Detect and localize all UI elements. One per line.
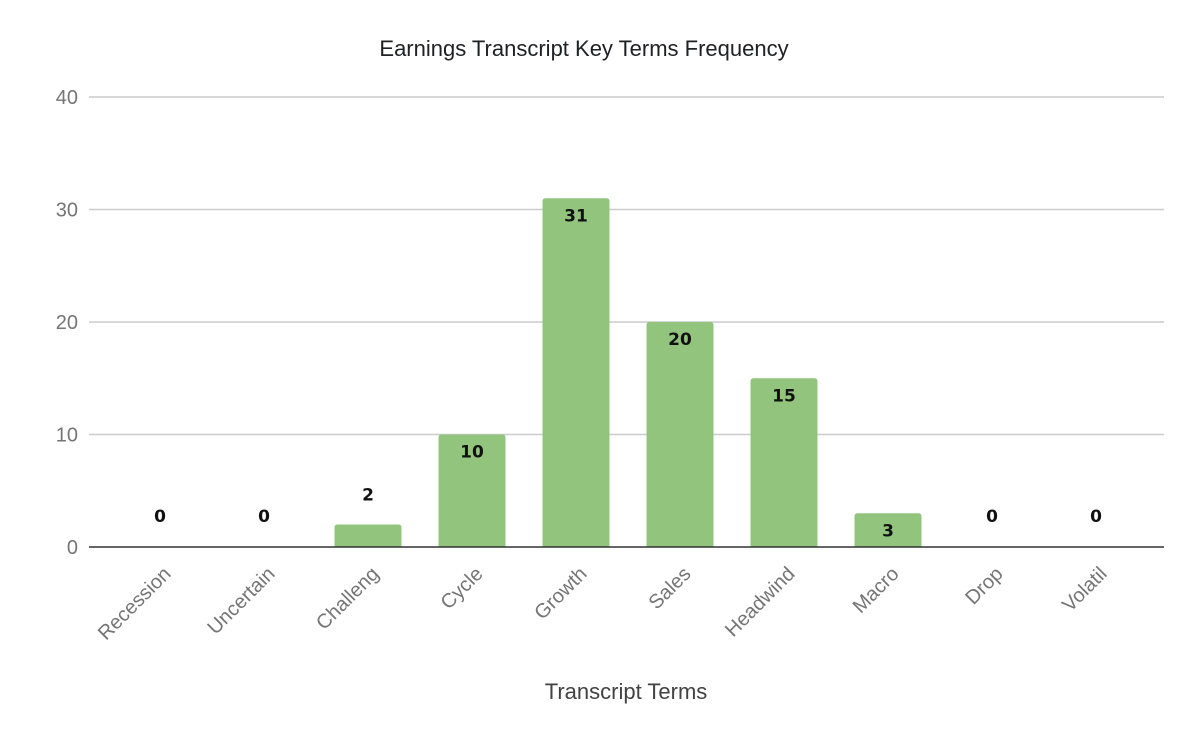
data-label: 10 <box>460 443 484 463</box>
x-axis-label: Transcript Terms <box>545 679 708 704</box>
x-tick-label: Growth <box>530 563 591 624</box>
y-axis-ticks: 0 10 20 30 40 <box>56 87 78 559</box>
y-tick-label: 20 <box>56 312 78 334</box>
data-label: 3 <box>882 521 894 541</box>
y-tick-label: 0 <box>67 537 78 559</box>
x-tick-label: Recession <box>94 563 176 645</box>
y-tick-label: 10 <box>56 425 78 447</box>
x-tick-label: Sales <box>645 563 696 614</box>
bar-macro <box>854 513 922 547</box>
chart-title: Earnings Transcript Key Terms Frequency <box>379 36 788 61</box>
data-label: 0 <box>986 507 998 527</box>
data-label: 0 <box>258 507 270 527</box>
x-tick-label: Uncertain <box>203 563 279 639</box>
bars <box>334 198 922 547</box>
x-tick-label: Headwind <box>721 563 799 641</box>
bar-growth <box>542 198 610 547</box>
x-tick-label: Cycle <box>437 563 488 614</box>
x-tick-label: Volatil <box>1058 563 1111 616</box>
data-label: 2 <box>362 486 374 506</box>
x-tick-label: Macro <box>849 563 904 618</box>
bar-cycle <box>438 434 506 547</box>
x-axis-ticks: Recession Uncertain Challeng Cycle Growth Sal… <box>94 563 1112 645</box>
y-tick-label: 40 <box>56 87 78 109</box>
data-label: 31 <box>564 206 588 226</box>
data-label: 0 <box>154 507 166 527</box>
bar-challeng <box>334 524 402 547</box>
bar-headwind <box>750 378 818 547</box>
x-tick-label: Drop <box>961 563 1007 609</box>
data-label: 15 <box>772 386 796 406</box>
bar-sales <box>646 322 714 547</box>
y-tick-label: 30 <box>56 200 78 222</box>
data-label: 0 <box>1090 507 1102 527</box>
x-tick-label: Challeng <box>312 563 383 634</box>
data-label: 20 <box>668 330 692 350</box>
data-labels: 0 0 2 10 31 20 15 3 0 0 <box>154 206 1102 541</box>
gridlines <box>89 96 1164 436</box>
